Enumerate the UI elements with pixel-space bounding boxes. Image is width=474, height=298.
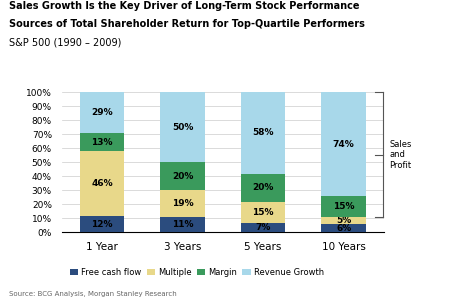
Text: 19%: 19% — [172, 199, 193, 208]
Text: 29%: 29% — [91, 108, 113, 117]
Text: 11%: 11% — [172, 220, 193, 229]
Text: 46%: 46% — [91, 179, 113, 188]
Bar — [241, 92, 285, 174]
Bar — [80, 133, 124, 151]
Bar — [160, 190, 205, 217]
Bar — [241, 223, 285, 232]
Text: 13%: 13% — [91, 138, 113, 147]
Legend: Free cash flow, Multiple, Margin, Revenue Growth: Free cash flow, Multiple, Margin, Revenu… — [66, 265, 328, 280]
Bar — [241, 174, 285, 202]
Text: 7%: 7% — [255, 223, 271, 232]
Text: Sales
and
Profit: Sales and Profit — [389, 140, 411, 170]
Text: 12%: 12% — [91, 220, 113, 229]
Text: Sales Growth Is the Key Driver of Long-Term Stock Performance: Sales Growth Is the Key Driver of Long-T… — [9, 1, 360, 12]
Bar — [80, 92, 124, 133]
Bar — [321, 217, 366, 224]
Text: Sources of Total Shareholder Return for Top-Quartile Performers: Sources of Total Shareholder Return for … — [9, 19, 365, 30]
Text: 74%: 74% — [333, 140, 355, 149]
Bar — [160, 162, 205, 190]
Bar — [80, 151, 124, 216]
Bar — [321, 92, 366, 196]
Text: 20%: 20% — [172, 172, 193, 181]
Bar — [321, 224, 366, 232]
Bar — [241, 202, 285, 223]
Bar — [160, 217, 205, 232]
Text: 58%: 58% — [252, 128, 274, 137]
Text: 15%: 15% — [333, 202, 355, 211]
Text: Source: BCG Analysis, Morgan Stanley Research: Source: BCG Analysis, Morgan Stanley Res… — [9, 291, 177, 297]
Bar — [321, 196, 366, 217]
Text: 20%: 20% — [252, 183, 274, 192]
Bar — [80, 216, 124, 232]
Text: 5%: 5% — [336, 216, 351, 225]
Text: 6%: 6% — [336, 224, 351, 233]
Text: S&P 500 (1990 – 2009): S&P 500 (1990 – 2009) — [9, 37, 122, 47]
Text: 50%: 50% — [172, 123, 193, 132]
Text: 15%: 15% — [252, 208, 274, 217]
Bar — [160, 92, 205, 162]
